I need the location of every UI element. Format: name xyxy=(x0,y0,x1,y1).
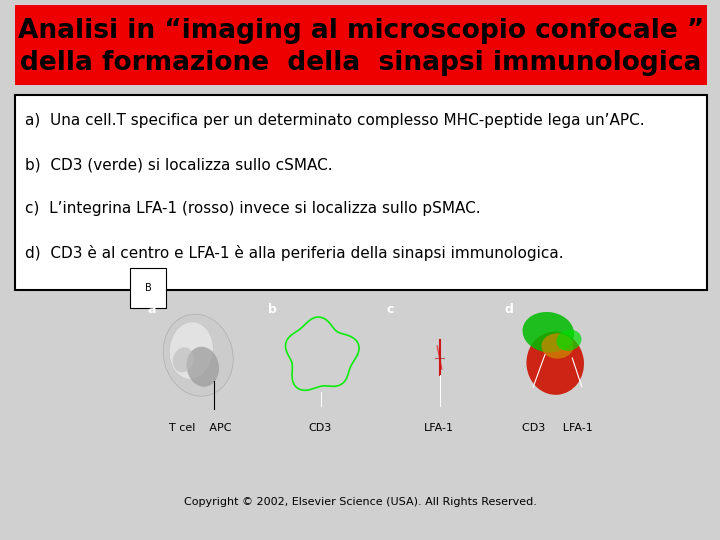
Text: CD3: CD3 xyxy=(308,423,332,433)
Ellipse shape xyxy=(523,312,574,353)
Bar xyxy=(15,95,707,290)
Text: Analisi in “imaging al microscopio confocale ”: Analisi in “imaging al microscopio confo… xyxy=(18,18,704,44)
Ellipse shape xyxy=(163,314,233,396)
Text: CD3     LFA-1: CD3 LFA-1 xyxy=(521,423,593,433)
Text: della formazione  della  sinapsi immunologica: della formazione della sinapsi immunolog… xyxy=(20,50,702,76)
Ellipse shape xyxy=(169,322,213,379)
Text: B: B xyxy=(145,283,152,293)
Text: Copyright © 2002, Elsevier Science (USA). All Rights Reserved.: Copyright © 2002, Elsevier Science (USA)… xyxy=(184,497,536,507)
Text: b)  CD3 (verde) si localizza sullo cSMAC.: b) CD3 (verde) si localizza sullo cSMAC. xyxy=(25,157,333,172)
Ellipse shape xyxy=(186,347,219,387)
Bar xyxy=(15,5,707,85)
Ellipse shape xyxy=(557,330,582,351)
Ellipse shape xyxy=(526,332,584,395)
Text: LFA-1: LFA-1 xyxy=(424,423,454,433)
Ellipse shape xyxy=(541,333,574,359)
Text: a: a xyxy=(148,303,156,316)
Text: b: b xyxy=(268,303,276,316)
Text: c: c xyxy=(387,303,394,316)
Text: T cel    APC: T cel APC xyxy=(168,423,231,433)
Text: c)  L’integrina LFA-1 (rosso) invece si localizza sullo pSMAC.: c) L’integrina LFA-1 (rosso) invece si l… xyxy=(25,201,481,216)
Bar xyxy=(130,275,630,445)
Text: a)  Una cell.T specifica per un determinato complesso MHC-peptide lega un’APC.: a) Una cell.T specifica per un determina… xyxy=(25,113,644,128)
Text: d: d xyxy=(505,303,513,316)
Text: d)  CD3 è al centro e LFA-1 è alla periferia della sinapsi immunologica.: d) CD3 è al centro e LFA-1 è alla perife… xyxy=(25,245,564,261)
Ellipse shape xyxy=(173,347,194,372)
